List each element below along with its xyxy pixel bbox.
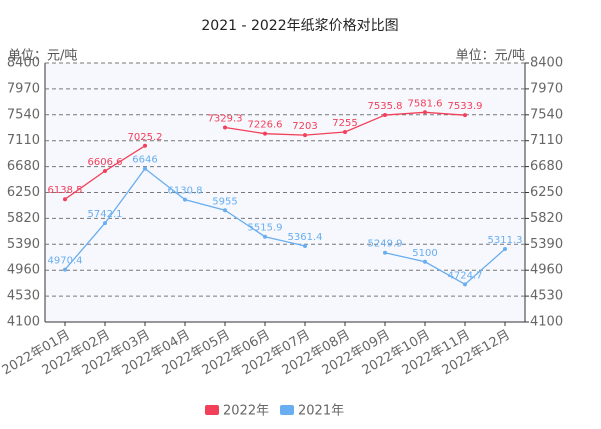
y-tick-label: 7110 — [7, 133, 40, 148]
data-point — [303, 244, 307, 249]
y2-tick-label: 5390 — [530, 237, 563, 252]
y2-tick-label: 7540 — [530, 107, 563, 122]
data-label: 4970.4 — [48, 256, 83, 267]
legend-swatch — [205, 405, 219, 415]
data-point — [303, 133, 307, 138]
y2-tick-label: 4530 — [530, 289, 563, 304]
data-point — [423, 110, 427, 115]
y-tick-label: 6250 — [7, 185, 40, 200]
data-point — [263, 131, 267, 136]
data-label: 5311.3 — [488, 235, 523, 246]
data-label: 4724.7 — [448, 270, 483, 281]
data-point — [263, 234, 267, 239]
data-label: 7533.9 — [448, 101, 483, 112]
legend-swatch — [280, 405, 294, 415]
y2-tick-label: 4960 — [530, 263, 563, 278]
data-label: 7535.8 — [368, 101, 403, 112]
y-tick-label: 4530 — [7, 289, 40, 304]
series-line — [384, 248, 506, 286]
data-point — [383, 250, 387, 255]
y2-axis-label: 单位：元/吨 — [456, 49, 525, 64]
data-label: 5361.4 — [288, 232, 323, 243]
y2-tick-label: 5820 — [530, 211, 563, 226]
data-label: 7025.2 — [128, 132, 163, 143]
legend-label: 2022年 — [223, 404, 269, 419]
data-label: 6606.6 — [88, 157, 123, 168]
data-label: 7581.6 — [408, 98, 443, 109]
data-point — [223, 125, 227, 130]
data-label: 6130.8 — [168, 186, 203, 197]
y-tick-label: 7540 — [7, 107, 40, 122]
y-tick-label: 4100 — [7, 315, 40, 330]
data-point — [463, 282, 467, 287]
data-point — [383, 113, 387, 118]
y2-tick-label: 7110 — [530, 133, 563, 148]
data-label: 5515.9 — [248, 223, 283, 234]
y2-tick-label: 7970 — [530, 81, 563, 96]
y-tick-label: 7970 — [7, 81, 40, 96]
data-label: 7329.3 — [208, 113, 243, 124]
data-point — [63, 197, 67, 202]
data-label: 6646 — [132, 155, 157, 166]
data-point — [343, 129, 347, 134]
data-label: 5100 — [412, 248, 437, 259]
data-point — [503, 247, 507, 252]
y-tick-label: 5390 — [7, 237, 40, 252]
legend-label: 2021年 — [298, 404, 344, 419]
data-label: 5955 — [212, 196, 237, 207]
data-point — [223, 208, 227, 213]
data-point — [423, 259, 427, 264]
data-label: 7255 — [332, 118, 357, 129]
data-label: 5249.9 — [368, 239, 403, 250]
y-tick-label: 4960 — [7, 263, 40, 278]
data-point — [143, 143, 147, 148]
data-label: 6138.5 — [48, 185, 83, 196]
y-axis-label: 单位：元/吨 — [8, 49, 77, 64]
data-point — [103, 169, 107, 174]
y-tick-label: 5820 — [7, 211, 40, 226]
data-point — [143, 166, 147, 171]
data-point — [63, 267, 67, 272]
y2-tick-label: 6680 — [530, 159, 563, 174]
data-label: 7226.6 — [248, 120, 283, 131]
data-point — [463, 113, 467, 118]
chart-title: 2021 - 2022年纸浆价格对比图 — [201, 18, 398, 34]
data-label: 7203 — [292, 121, 317, 132]
data-label: 5742.1 — [88, 209, 123, 220]
y-tick-label: 6680 — [7, 159, 40, 174]
y2-tick-label: 4100 — [530, 315, 563, 330]
data-point — [183, 197, 187, 202]
y2-tick-label: 6250 — [530, 185, 563, 200]
y2-tick-label: 8400 — [530, 56, 563, 71]
y-tick-label: 8400 — [7, 56, 40, 71]
data-point — [103, 221, 107, 226]
